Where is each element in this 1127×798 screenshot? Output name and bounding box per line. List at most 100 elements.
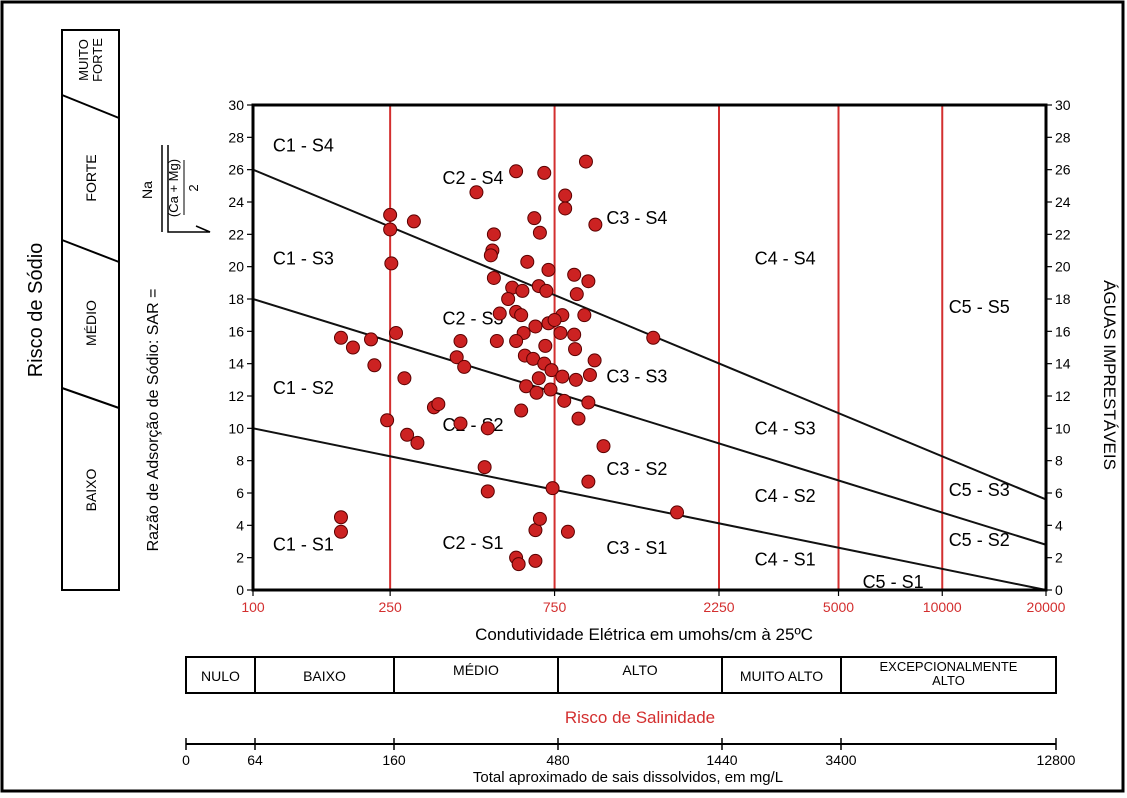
data-point xyxy=(400,427,415,442)
data-point xyxy=(541,262,556,277)
tds-tick-label: 480 xyxy=(546,752,570,768)
data-point xyxy=(578,154,593,169)
zone-label: C3 - S4 xyxy=(606,208,667,228)
zone-label: C1 - S2 xyxy=(273,378,334,398)
x-axis-label: Condutividade Elétrica em umohs/cm à 25º… xyxy=(475,625,813,644)
data-point xyxy=(582,367,597,382)
zone-label: C3 - S2 xyxy=(606,459,667,479)
data-point xyxy=(568,342,583,357)
data-point xyxy=(384,256,399,271)
y2-tick-label: 8 xyxy=(1055,453,1063,469)
sar-divisor: 2 xyxy=(186,184,201,191)
y2-tick-label: 28 xyxy=(1055,129,1071,145)
salinity-risk-title: Risco de Salinidade xyxy=(565,708,715,727)
y-tick-label: 4 xyxy=(236,517,244,533)
data-point xyxy=(581,474,596,489)
y-tick-label: 26 xyxy=(228,162,244,178)
data-point xyxy=(560,524,575,539)
data-point xyxy=(489,334,504,349)
zone-label: C4 - S2 xyxy=(755,486,816,506)
x-tick-label: 20000 xyxy=(1027,599,1066,615)
y-tick-label: 8 xyxy=(236,453,244,469)
data-point xyxy=(646,330,661,345)
zone-label: C2 - S1 xyxy=(443,533,504,553)
y2-tick-label: 0 xyxy=(1055,582,1063,598)
data-point xyxy=(547,313,562,328)
data-point xyxy=(531,371,546,386)
data-point xyxy=(410,435,425,450)
x-tick-label: 10000 xyxy=(923,599,962,615)
sodium-risk-title: Risco de Sódio xyxy=(25,243,47,378)
data-point xyxy=(558,188,573,203)
sar-boundary-line xyxy=(252,427,1047,591)
y2-tick-label: 2 xyxy=(1055,550,1063,566)
data-point xyxy=(483,248,498,263)
y-tick-label: 14 xyxy=(228,356,244,372)
data-point xyxy=(532,225,547,240)
sodium-risk-divider xyxy=(61,387,120,409)
data-point xyxy=(333,524,348,539)
x-tick-label: 5000 xyxy=(823,599,854,615)
sar-denominator: (Ca + Mg) xyxy=(166,159,181,217)
y-tick-label: 30 xyxy=(228,97,244,113)
data-point xyxy=(453,416,468,431)
zone-label: C5 - S2 xyxy=(949,530,1010,550)
x-tick-label: 750 xyxy=(543,599,567,615)
data-point xyxy=(571,411,586,426)
data-point xyxy=(567,327,582,342)
data-point xyxy=(492,306,507,321)
data-point xyxy=(577,308,592,323)
data-point xyxy=(457,359,472,374)
data-point xyxy=(567,267,582,282)
data-point xyxy=(486,270,501,285)
y-tick-label: 2 xyxy=(236,550,244,566)
data-point xyxy=(553,325,568,340)
zone-label: C2 - S2 xyxy=(443,415,504,435)
data-point xyxy=(480,484,495,499)
y2-tick-label: 20 xyxy=(1055,259,1071,275)
y2-tick-label: 26 xyxy=(1055,162,1071,178)
y-tick-label: 22 xyxy=(228,226,244,242)
y-tick-label: 16 xyxy=(228,323,244,339)
salinity-class-label: EXCEPCIONALMENTE ALTO xyxy=(880,659,1018,688)
sar-numerator: Na xyxy=(139,181,155,199)
data-point xyxy=(501,292,516,306)
sodium-level-medio: MÉDIO xyxy=(83,300,99,346)
tds-tick-label: 0 xyxy=(182,752,190,768)
y-tick-label: 12 xyxy=(228,388,244,404)
zone-label: C5 - S1 xyxy=(863,572,924,592)
tds-scale: 0 64 160 480 1440 3400 12800 xyxy=(182,738,1076,768)
x-tick-label: 2250 xyxy=(703,599,734,615)
sqrt-sign xyxy=(167,145,211,233)
sodium-risk-box xyxy=(61,29,120,591)
salinity-class-label: MÉDIO xyxy=(453,662,499,678)
tds-scale-label: Total aproximado de sais dissolvidos, em… xyxy=(473,769,783,786)
y-tick-label: 6 xyxy=(236,485,244,501)
data-point xyxy=(333,330,348,345)
data-point xyxy=(515,283,530,298)
data-point xyxy=(486,227,501,242)
data-point xyxy=(431,397,446,412)
data-point xyxy=(520,254,535,269)
data-point xyxy=(514,308,529,323)
data-point xyxy=(469,185,484,200)
data-point xyxy=(581,395,596,410)
data-point xyxy=(345,340,360,355)
y-tick-label: 20 xyxy=(228,259,244,275)
y-tick-label: 0 xyxy=(236,582,244,598)
zone-label: C5 - S5 xyxy=(949,297,1010,317)
zone-label: C3 - S3 xyxy=(606,367,667,387)
data-point xyxy=(596,439,611,454)
data-point xyxy=(543,382,558,397)
sar-formula: Na (Ca + Mg) 2 xyxy=(139,145,211,233)
salinity-class-label: MUITO ALTO xyxy=(740,668,823,684)
data-point xyxy=(364,332,379,347)
sar-boundary-line xyxy=(252,298,1047,546)
data-point xyxy=(544,363,559,378)
sodium-level-forte: FORTE xyxy=(83,154,99,201)
data-point xyxy=(397,371,412,386)
y2-tick-label: 18 xyxy=(1055,291,1071,307)
tds-tick-label: 160 xyxy=(382,752,406,768)
data-point xyxy=(389,325,404,340)
